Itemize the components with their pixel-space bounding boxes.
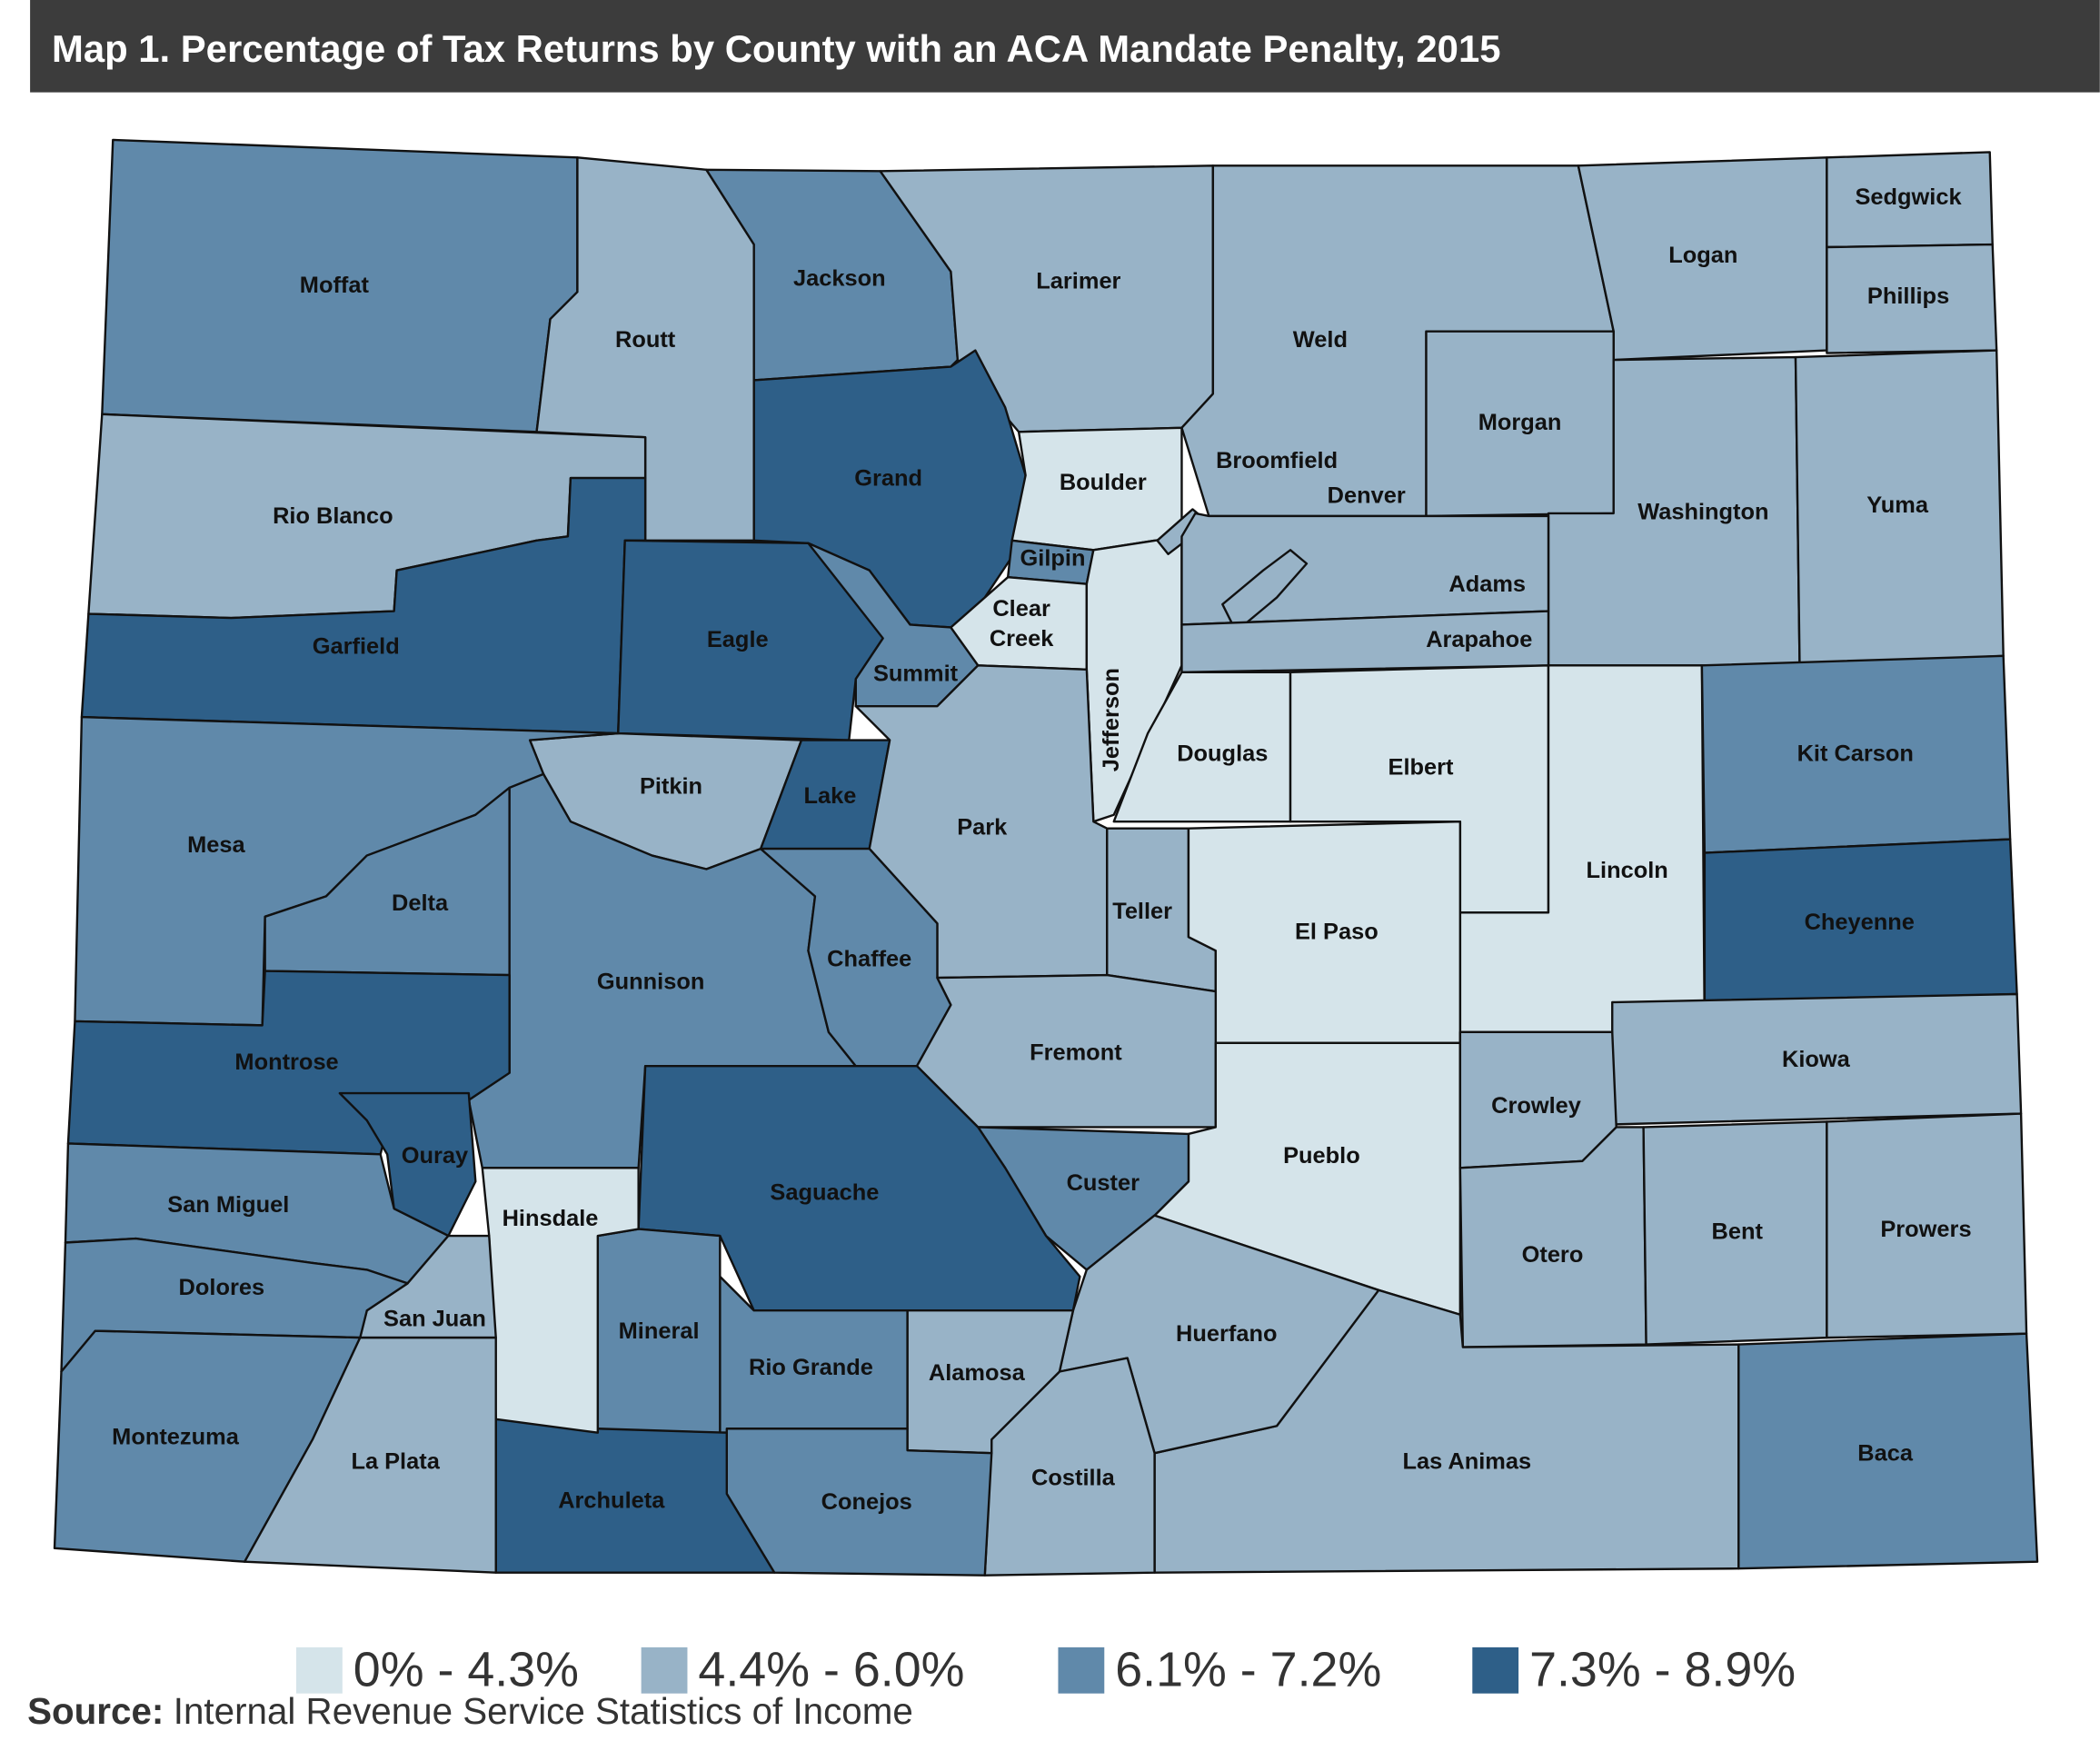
legend: 0% - 4.3% 4.4% - 6.0% 6.1% - 7.2% 7.3% - 8.… (296, 1642, 1796, 1696)
county-label: Kit Carson (1797, 741, 1914, 767)
legend-swatch (296, 1646, 343, 1694)
county-label: Rio Grande (749, 1355, 873, 1380)
county-label: San Juan (383, 1306, 486, 1331)
county-label: Jackson (793, 266, 886, 292)
county-label: Fremont (1030, 1040, 1122, 1065)
legend-label: 0% - 4.3% (353, 1642, 579, 1696)
county-label: Conejos (821, 1489, 912, 1515)
county-label: Mineral (619, 1318, 700, 1344)
county-label: Weld (1293, 327, 1348, 353)
county-label: Teller (1112, 899, 1172, 924)
county (244, 1336, 497, 1574)
county-label: Clear Creek (990, 596, 1054, 652)
county-label: Elbert (1388, 755, 1455, 781)
county-label: Phillips (1867, 284, 1949, 309)
county-label: Ouray (402, 1143, 468, 1169)
county-label: Boulder (1060, 470, 1147, 495)
county-label: Adams (1448, 572, 1526, 597)
source-text: Internal Revenue Service Statistics of I… (174, 1690, 913, 1732)
county-label: Mesa (187, 832, 245, 858)
county-label: Park (957, 814, 1008, 840)
county-label: Moffat (300, 273, 370, 298)
legend-label: 4.4% - 6.0% (698, 1642, 964, 1696)
county-label: Jefferson (1099, 668, 1124, 771)
county-label: Custer (1067, 1170, 1140, 1196)
county-label: Otero (1522, 1242, 1584, 1268)
source-note: Source: Internal Revenue Service Statisti… (27, 1690, 913, 1732)
county-label: Saguache (770, 1179, 879, 1205)
county-label: Routt (615, 327, 676, 353)
title: Map 1. Percentage of Tax Returns by Coun… (52, 27, 1500, 70)
county-label: Alamosa (929, 1360, 1026, 1386)
county-label: Prowers (1880, 1217, 1971, 1242)
legend-label: 7.3% - 8.9% (1529, 1642, 1796, 1696)
county (1577, 156, 1828, 362)
county-label: Broomfield (1216, 448, 1338, 473)
county-label: Delta (392, 890, 449, 916)
county-label: Washington (1637, 500, 1768, 525)
county-label: Gunnison (597, 970, 704, 995)
county-label: Summit (873, 661, 959, 686)
county-label: Grand (854, 465, 922, 491)
county-label: Douglas (1177, 741, 1268, 767)
county-label: Las Animas (1403, 1448, 1532, 1474)
county (1112, 671, 1292, 823)
county-label: Rio Blanco (273, 503, 393, 529)
legend-swatch (641, 1646, 688, 1694)
county-label: Dolores (179, 1275, 265, 1300)
county-label: Pitkin (640, 774, 702, 800)
county-label: Kiowa (1782, 1047, 1851, 1072)
county-label: Garfield (313, 634, 400, 660)
county-label: Huerfano (1176, 1321, 1277, 1347)
title-bar (30, 0, 2100, 93)
county (915, 973, 1218, 1129)
legend-label: 6.1% - 7.2% (1115, 1642, 1381, 1696)
county-label: El Paso (1295, 919, 1378, 944)
county-label: Morgan (1478, 410, 1562, 435)
county-label: Hinsdale (503, 1206, 599, 1231)
county-label: Costilla (1031, 1465, 1116, 1490)
county-layer (53, 138, 2039, 1577)
county-label: Lake (803, 783, 856, 809)
legend-swatch (1472, 1646, 1519, 1694)
county-label: Crowley (1491, 1093, 1581, 1119)
county-label: San Miguel (167, 1192, 289, 1218)
county-label: Bent (1712, 1219, 1764, 1245)
county-label: Chaffee (827, 946, 911, 971)
county-label: Pueblo (1283, 1143, 1360, 1169)
county-label: La Plata (351, 1448, 440, 1474)
county-label: Eagle (707, 627, 769, 652)
county-label: Montezuma (112, 1424, 240, 1449)
county-label: Montrose (234, 1050, 338, 1075)
county-label: Larimer (1036, 269, 1120, 294)
label-layer: Moffat Routt Jackson Larimer Weld Logan Sedgwi… (112, 184, 1971, 1515)
source-prefix: Source: (27, 1690, 164, 1732)
county-label: Baca (1857, 1440, 1914, 1466)
county-label: Archuleta (558, 1488, 665, 1514)
county-label: Cheyenne (1805, 910, 1915, 935)
county-label: Lincoln (1587, 858, 1668, 883)
county-label: Yuma (1866, 492, 1929, 518)
county-label: Logan (1668, 243, 1737, 268)
county-label: Denver (1328, 483, 1406, 509)
county-label: Arapahoe (1426, 627, 1532, 652)
county-label: Gilpin (1020, 545, 1086, 571)
county-label: Sedgwick (1855, 184, 1962, 210)
legend-swatch (1058, 1646, 1105, 1694)
